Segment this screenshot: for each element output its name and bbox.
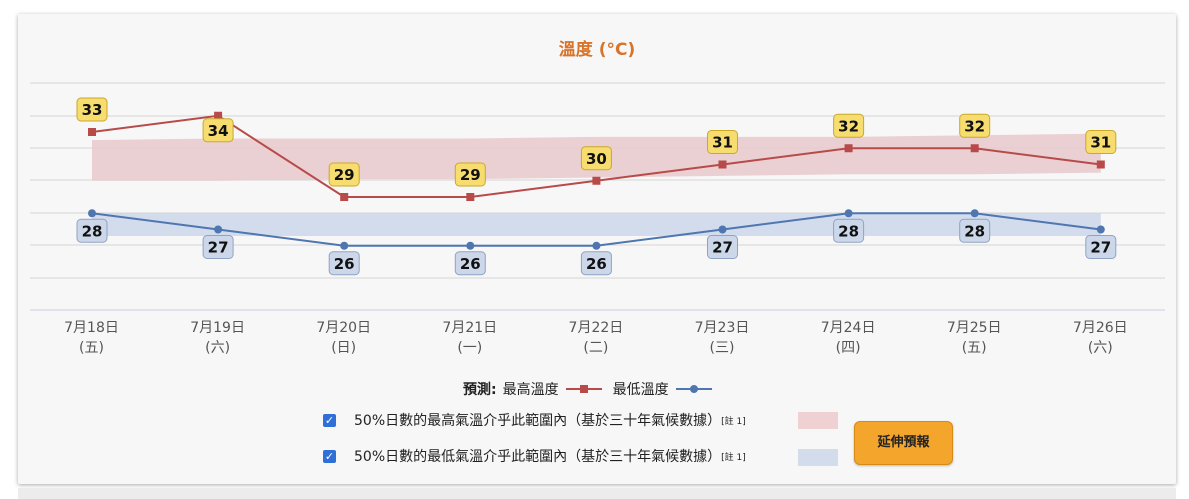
legend-max-marker [565,385,602,393]
min-temp-label: 26 [460,255,481,273]
min-temp-label-box [454,251,486,276]
x-tick-date: 7月23日 [695,320,750,336]
max-temp-point [844,144,853,153]
max-temp-label-box [959,113,991,138]
band-legend-min[interactable]: ✓ 50%日數的最低氣溫介乎此範圍內（基於三十年氣候數據） [註 1] [323,446,746,466]
x-tick-weekday: (五) [962,340,987,356]
band-legend-max[interactable]: ✓ 50%日數的最高氣溫介乎此範圍內（基於三十年氣候數據） [註 1] [323,410,746,430]
min-temp-label: 27 [712,239,733,257]
legend-min-marker [675,385,712,393]
max-temp-label: 33 [82,101,103,119]
x-tick-date: 7月20日 [316,320,371,336]
x-tick-weekday: (六) [1088,340,1113,356]
min-temp-label: 26 [586,255,607,273]
x-tick-weekday: (二) [583,340,608,356]
band-max-text: 50%日數的最高氣溫介乎此範圍內（基於三十年氣候數據） [354,413,722,429]
x-tick-date: 7月24日 [821,320,876,336]
series-legend: 預測: 最高溫度 最低溫度 [463,380,713,398]
band-min-text: 50%日數的最低氣溫介乎此範圍內（基於三十年氣候數據） [354,449,722,465]
max-temp-point [88,128,96,136]
min-temp-point [340,241,349,250]
max-temp-point [970,144,979,153]
min-temp-point [970,209,979,218]
max-temp-point [466,193,475,201]
min-temp-label-box [707,235,738,259]
max-temp-point [718,160,727,169]
x-tick-date: 7月25日 [947,320,1002,336]
legend-min-label[interactable]: 最低溫度 [612,382,669,398]
x-tick-weekday: (一) [457,340,482,356]
max-temp-label: 29 [460,166,481,184]
max-temp-label: 32 [964,117,985,135]
max-temp-label-box [580,146,612,171]
x-tick-weekday: (五) [79,340,104,356]
max-temp-label-box [707,130,738,154]
max-temp-label-box [833,113,865,138]
min-temp-point [214,225,223,234]
min-temp-label-box [833,218,865,243]
band-max-swatch [798,412,838,429]
min-temp-label: 27 [208,239,229,257]
min-temp-label-box [76,218,108,243]
max-temp-label-box [202,118,234,143]
min-temp-label-box [328,251,360,276]
bottom-strip [18,488,1176,499]
x-tick-date: 7月26日 [1073,320,1128,336]
x-tick-date: 7月21日 [442,320,497,336]
max-temp-point [340,193,349,201]
max-temp-label: 31 [712,134,733,152]
band-max-note[interactable]: [註 1] [721,416,746,427]
band-min-checkbox[interactable]: ✓ [323,449,336,463]
min-temp-label: 26 [334,255,355,273]
max-temp-label-box [1085,130,1117,154]
x-tick-date: 7月19日 [190,320,245,336]
min-temp-label: 27 [1090,239,1111,257]
min-temp-point [844,209,853,218]
min-temp-label-box [1085,235,1117,259]
max-temp-point [592,176,601,185]
min-temp-label: 28 [82,222,103,240]
band-min-note[interactable]: [註 1] [721,452,746,463]
max-temp-point [1096,160,1105,169]
min-temp-point [466,241,475,250]
min-temp-label-box [580,251,612,276]
min-temp-point [592,241,601,250]
min-temp-point [718,225,727,234]
x-tick-date: 7月22日 [569,320,624,336]
legend-max-label[interactable]: 最高溫度 [502,382,559,398]
max-temp-label: 30 [586,150,607,168]
x-tick-date: 7月18日 [64,320,119,336]
max-temp-label: 32 [838,117,859,135]
min-temp-point [88,209,96,218]
max-temp-label-box [454,162,486,187]
extend-forecast-button[interactable]: 延伸預報 [854,421,953,465]
x-tick-weekday: (日) [331,340,356,356]
min-temp-label-box [959,218,991,243]
x-tick-weekday: (六) [205,340,230,356]
legend-prefix: 預測: [463,382,497,398]
band-max-checkbox[interactable]: ✓ [323,413,336,427]
max-temp-label: 29 [334,166,355,184]
x-tick-weekday: (三) [710,340,735,356]
max-temp-label-box [328,162,360,187]
min-temp-label-box [202,235,234,259]
max-temp-label: 31 [1090,134,1111,152]
band-min-swatch [798,449,838,466]
min-temp-label: 28 [964,222,985,240]
x-tick-weekday: (四) [836,340,861,356]
min-temp-label: 28 [838,222,859,240]
max-temp-label: 34 [208,122,229,140]
max-temp-label-box [76,97,108,122]
min-temp-point [1096,225,1105,234]
max-temp-point [214,111,223,120]
chart-title: 溫度 (°C) [559,39,635,60]
